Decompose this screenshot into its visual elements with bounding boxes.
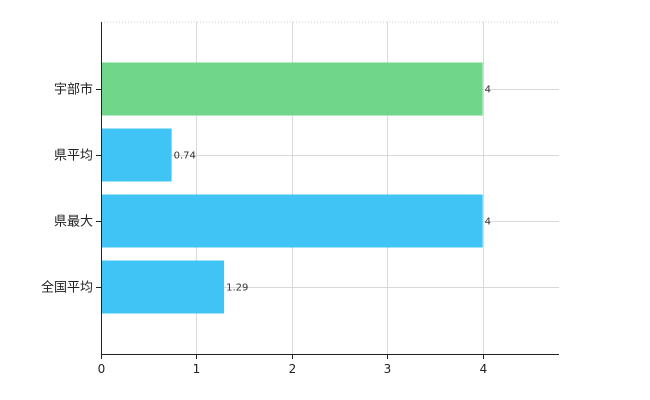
bar-2	[101, 128, 172, 182]
x-tick-label: 1	[193, 362, 201, 376]
x-tick-label: 0	[98, 362, 106, 376]
data-label: 4	[485, 217, 491, 228]
x-tick-label: 2	[289, 362, 297, 376]
x-tick-label: 3	[384, 362, 392, 376]
labels: 4 宇部市 0.74 県平均 4 県最大 1.29 全国平均 0 1 2 3 4	[41, 82, 491, 377]
bar-3	[101, 194, 483, 248]
bars	[101, 62, 483, 314]
bar-4	[101, 260, 225, 314]
axes	[101, 22, 559, 355]
category-label: 宇部市	[54, 82, 93, 98]
category-label: 県最大	[54, 215, 93, 230]
category-label: 県平均	[54, 149, 93, 164]
data-label: 4	[485, 85, 491, 96]
data-label: 0.74	[174, 151, 196, 162]
bar-1	[101, 62, 483, 116]
data-label: 1.29	[226, 283, 248, 294]
category-label: 全国平均	[41, 280, 93, 296]
x-tick-label: 4	[480, 362, 488, 376]
